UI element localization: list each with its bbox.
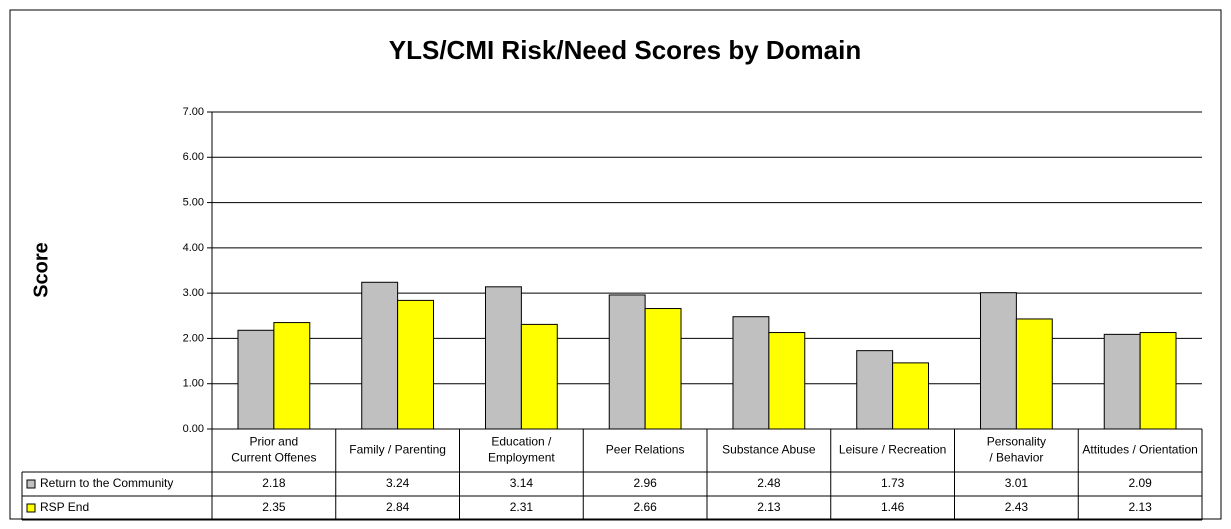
bar (768, 332, 806, 430)
table-value: 2.96 (633, 476, 657, 490)
x-tick-label: Peer Relations (606, 443, 685, 457)
bar (1139, 332, 1177, 430)
y-tick-label: 1.00 (183, 378, 204, 390)
table-value: 3.14 (510, 476, 534, 490)
bar (273, 322, 311, 430)
x-tick-label: Leisure / Recreation (839, 443, 946, 457)
table-value: 2.43 (1005, 500, 1029, 514)
bar (1015, 318, 1053, 430)
legend-label: RSP End (40, 500, 89, 514)
x-tick-label: Substance Abuse (722, 443, 816, 457)
y-tick-label: 6.00 (183, 151, 204, 163)
y-tick-label: 0.00 (183, 423, 204, 435)
y-tick-label: 3.00 (183, 287, 204, 299)
bar (732, 316, 770, 430)
table-value: 3.01 (1005, 476, 1029, 490)
y-tick-label: 2.00 (183, 332, 204, 344)
table-value: 2.09 (1128, 476, 1152, 490)
bar (361, 281, 399, 430)
bar (979, 292, 1017, 430)
y-tick-label: 4.00 (183, 242, 204, 254)
bar (484, 286, 522, 430)
bar (644, 308, 682, 430)
table-value: 3.24 (386, 476, 410, 490)
x-tick-label: Prior and Current Offenes (231, 435, 316, 465)
bar (520, 323, 558, 430)
bar (1103, 333, 1141, 430)
table-value: 2.66 (633, 500, 657, 514)
table-value: 2.84 (386, 500, 410, 514)
legend-swatch (26, 503, 36, 513)
table-value: 2.13 (1128, 500, 1152, 514)
bar (397, 299, 435, 430)
y-tick-label: 7.00 (183, 106, 204, 118)
bar (856, 350, 894, 430)
legend-label: Return to the Community (40, 476, 173, 490)
y-axis-label: Score (30, 242, 52, 298)
table-value: 2.13 (757, 500, 781, 514)
table-value: 2.18 (262, 476, 286, 490)
x-tick-label: Family / Parenting (349, 443, 446, 457)
table-value: 2.31 (510, 500, 534, 514)
y-tick-label: 5.00 (183, 196, 204, 208)
bar (237, 329, 275, 430)
table-value: 1.46 (881, 500, 905, 514)
bar (608, 294, 646, 430)
x-tick-label: Attitudes / Orientation (1082, 443, 1197, 457)
x-tick-label: Personality / Behavior (987, 435, 1046, 465)
x-tick-label: Education / Employment (488, 435, 555, 465)
table-value: 1.73 (881, 476, 905, 490)
table-value: 2.48 (757, 476, 781, 490)
bar (892, 362, 930, 430)
chart-title: YLS/CMI Risk/Need Scores by Domain (389, 35, 861, 65)
table-value: 2.35 (262, 500, 286, 514)
legend-swatch (26, 479, 36, 489)
